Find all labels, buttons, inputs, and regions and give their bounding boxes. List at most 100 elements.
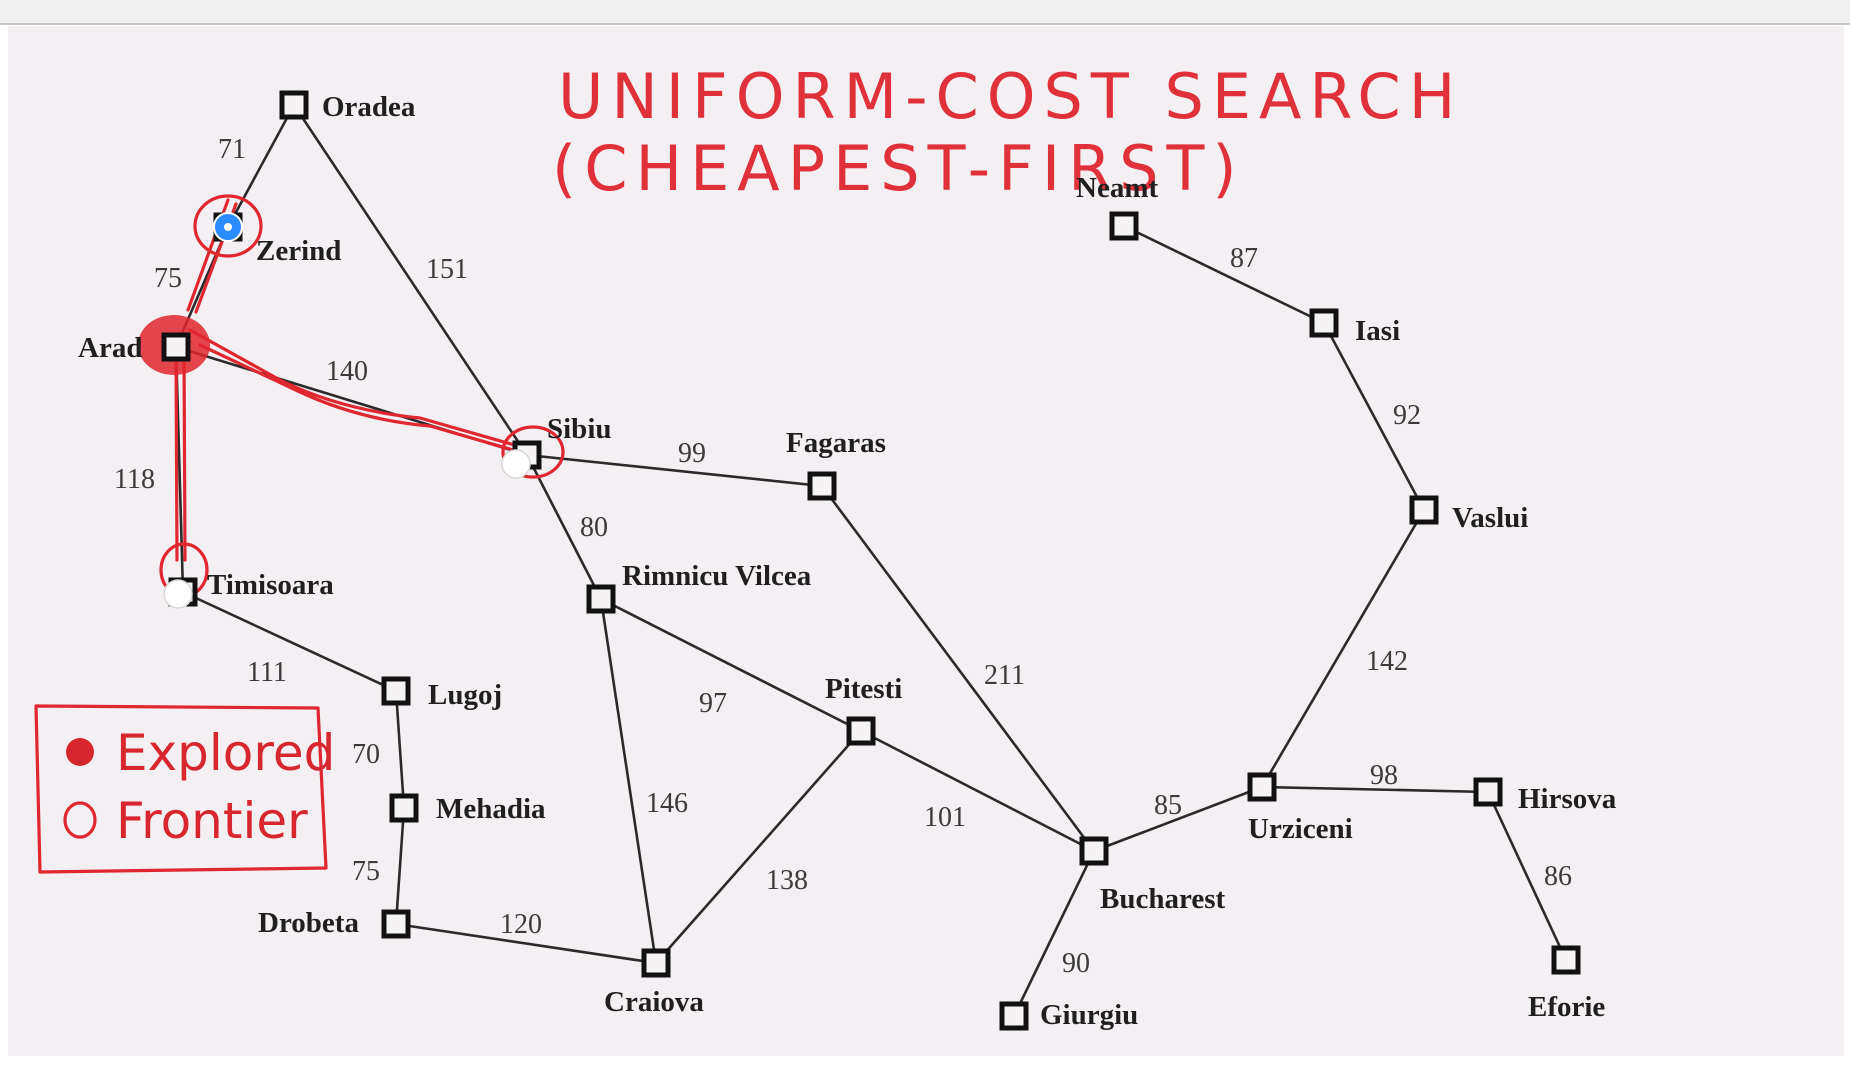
cost-hirsova-eforie: 86	[1544, 861, 1572, 892]
cost-rimnicu-craiova: 146	[646, 788, 688, 819]
title-line-2: (CHEAPEST-FIRST)	[552, 132, 1245, 205]
road-bucharest-urziceni	[1093, 785, 1263, 853]
cost-timisoara-lugoj: 111	[247, 657, 287, 688]
road-urziceni-hirsova	[1261, 785, 1489, 794]
cost-drobeta-craiova: 120	[500, 909, 542, 940]
road-fagaras-bucharest	[820, 485, 1096, 852]
node-giurgiu	[999, 1001, 1029, 1031]
label-mehadia: Mehadia	[436, 793, 546, 825]
label-arad: Arad	[78, 332, 142, 364]
node-craiova	[641, 948, 671, 978]
label-drobeta: Drobeta	[258, 907, 359, 939]
road-rimnicu-craiova	[599, 598, 658, 964]
city-labels: Oradea Zerind Arad Sibiu Fagaras Timisoara Lug…	[78, 91, 1617, 1031]
road-drobeta-craiova	[395, 922, 657, 965]
node-drobeta	[381, 909, 411, 939]
road-craiova-pitesti	[655, 730, 862, 964]
window-top-bar	[0, 0, 1850, 24]
ink-arad-sibiu-path	[188, 328, 522, 454]
label-craiova: Craiova	[604, 986, 704, 1018]
road-vaslui-iasi	[1322, 322, 1426, 511]
label-vaslui: Vaslui	[1452, 502, 1528, 534]
cost-iasi-neamt: 87	[1230, 243, 1258, 274]
cost-vaslui-iasi: 92	[1393, 400, 1421, 431]
label-hirsova: Hirsova	[1518, 783, 1617, 815]
node-eforie	[1551, 945, 1581, 975]
road-sibiu-rimnicu	[525, 454, 603, 600]
cost-bucharest-urziceni: 85	[1154, 790, 1182, 821]
label-iasi: Iasi	[1355, 315, 1400, 347]
cost-lugoj-mehadia: 70	[352, 739, 380, 770]
sibiu-frontier-circle	[501, 425, 565, 479]
cost-zerind-arad: 75	[154, 263, 182, 294]
whiteboard	[8, 26, 1844, 1056]
legend-explored-label: Explored	[116, 724, 335, 782]
cost-oradea-sibiu: 151	[426, 254, 468, 285]
node-iasi	[1309, 308, 1339, 338]
cost-bucharest-giurgiu: 90	[1062, 948, 1090, 979]
label-timisoara: Timisoara	[207, 569, 334, 601]
node-pitesti	[846, 716, 876, 746]
label-urziceni: Urziceni	[1248, 813, 1353, 845]
cost-fagaras-bucharest: 211	[984, 660, 1025, 691]
road-bucharest-giurgiu	[1012, 850, 1096, 1017]
label-sibiu: Sibiu	[547, 413, 612, 445]
road-oradea-zerind	[226, 104, 296, 228]
road-urziceni-vaslui	[1260, 509, 1426, 788]
road-pitesti-bucharest	[860, 729, 1095, 853]
cost-urziceni-vaslui: 142	[1366, 646, 1408, 677]
cost-urziceni-hirsova: 98	[1370, 760, 1398, 791]
label-zerind: Zerind	[256, 235, 341, 267]
explored-dot-icon	[66, 738, 94, 766]
cost-pitesti-bucharest: 101	[924, 802, 966, 833]
node-neamt	[1109, 211, 1139, 241]
node-oradea	[279, 90, 309, 120]
node-lugoj	[381, 676, 411, 706]
label-eforie: Eforie	[1528, 991, 1605, 1023]
road-rimnicu-pitesti	[600, 597, 862, 733]
node-urziceni	[1247, 772, 1277, 802]
road-sibiu-fagaras	[526, 453, 823, 488]
cost-arad-timisoara: 118	[114, 464, 155, 495]
ink-arad-timisoara-path	[174, 348, 187, 562]
node-arad	[161, 332, 191, 362]
label-bucharest: Bucharest	[1100, 883, 1225, 915]
road-oradea-sibiu	[292, 104, 529, 456]
cost-mehadia-drobeta: 75	[352, 856, 380, 887]
legend-box	[34, 704, 328, 874]
node-hirsova	[1473, 777, 1503, 807]
node-bucharest	[1079, 836, 1109, 866]
zerind-frontier-circle	[193, 194, 263, 258]
cost-rimnicu-pitesti: 97	[699, 688, 727, 719]
white-marker-sibiu-icon	[501, 449, 531, 479]
blue-marker-dot-icon	[224, 223, 232, 231]
road-lugoj-mehadia	[394, 690, 406, 809]
node-mehadia	[389, 793, 419, 823]
label-rimnicu: Rimnicu Vilcea	[622, 560, 812, 592]
road-costs: 71 75 151 140 118 99 80 111 70 75 120 146 97 138 101 21…	[114, 134, 1572, 979]
label-oradea: Oradea	[322, 91, 416, 123]
white-marker-timisoara-icon	[163, 579, 193, 609]
road-mehadia-drobeta	[394, 807, 406, 925]
road-hirsova-eforie	[1486, 791, 1568, 961]
label-giurgiu: Giurgiu	[1040, 999, 1138, 1031]
frontier-circle-icon	[63, 801, 97, 839]
road-timisoara-lugoj	[182, 590, 397, 693]
label-fagaras: Fagaras	[786, 427, 886, 459]
node-vaslui	[1409, 495, 1439, 525]
label-neamt: Neamt	[1076, 172, 1158, 204]
road-iasi-neamt	[1123, 224, 1325, 325]
cost-craiova-pitesti: 138	[766, 865, 808, 896]
cost-sibiu-rimnicu: 80	[580, 512, 608, 543]
cost-arad-sibiu: 140	[326, 356, 368, 387]
cost-oradea-zerind: 71	[218, 134, 246, 165]
title-line-1: UNIFORM-COST SEARCH	[558, 60, 1463, 133]
node-rimnicu	[586, 584, 616, 614]
cost-sibiu-fagaras: 99	[678, 438, 706, 469]
legend: Explored Frontier	[34, 704, 335, 874]
node-fagaras	[807, 471, 837, 501]
label-pitesti: Pitesti	[825, 673, 902, 705]
label-lugoj: Lugoj	[428, 679, 502, 711]
legend-frontier-label: Frontier	[116, 792, 308, 850]
